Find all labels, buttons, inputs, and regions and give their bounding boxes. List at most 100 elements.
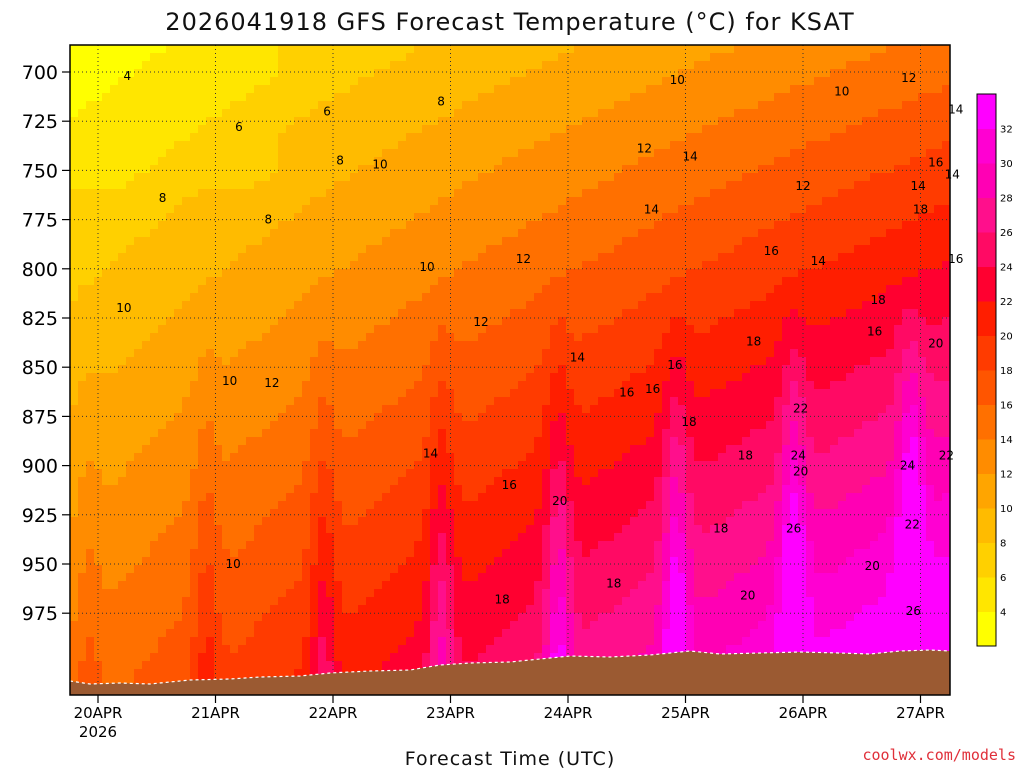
temperature-cell <box>526 261 535 270</box>
temperature-cell <box>286 213 295 222</box>
temperature-cell <box>326 157 335 166</box>
temperature-cell <box>726 93 735 102</box>
temperature-cell <box>646 325 655 334</box>
temperature-cell <box>126 357 135 366</box>
temperature-cell <box>230 165 239 174</box>
temperature-cell <box>214 93 223 102</box>
temperature-cell <box>262 373 271 382</box>
temperature-cell <box>110 53 119 62</box>
temperature-cell <box>670 349 679 358</box>
temperature-cell <box>118 221 127 230</box>
temperature-cell <box>534 213 543 222</box>
temperature-cell <box>670 381 679 390</box>
temperature-cell <box>182 293 191 302</box>
temperature-cell <box>862 173 871 182</box>
temperature-cell <box>678 341 687 350</box>
temperature-cell <box>318 221 327 230</box>
temperature-cell <box>854 269 863 278</box>
temperature-cell <box>310 373 319 382</box>
temperature-cell <box>686 237 695 246</box>
temperature-cell <box>158 397 167 406</box>
temperature-cell <box>838 373 847 382</box>
temperature-cell <box>206 61 215 70</box>
temperature-cell <box>510 309 519 318</box>
temperature-cell <box>870 157 879 166</box>
temperature-cell <box>326 317 335 326</box>
temperature-cell <box>910 381 919 390</box>
temperature-cell <box>942 77 950 86</box>
temperature-cell <box>246 237 255 246</box>
temperature-cell <box>646 157 655 166</box>
temperature-cell <box>102 69 111 78</box>
temperature-cell <box>566 61 575 70</box>
temperature-cell <box>366 181 375 190</box>
temperature-cell <box>862 61 871 70</box>
temperature-cell <box>222 101 231 110</box>
temperature-cell <box>662 157 671 166</box>
temperature-cell <box>230 213 239 222</box>
temperature-cell <box>854 325 863 334</box>
temperature-cell <box>278 389 287 398</box>
temperature-cell <box>190 229 199 238</box>
temperature-cell <box>942 349 950 358</box>
temperature-cell <box>646 261 655 270</box>
temperature-cell <box>646 229 655 238</box>
temperature-cell <box>926 205 935 214</box>
temperature-cell <box>254 197 263 206</box>
temperature-cell <box>654 173 663 182</box>
temperature-cell <box>510 317 519 326</box>
temperature-cell <box>526 101 535 110</box>
temperature-cell <box>334 213 343 222</box>
temperature-cell <box>582 389 591 398</box>
temperature-cell <box>142 293 151 302</box>
temperature-cell <box>222 293 231 302</box>
temperature-cell <box>654 101 663 110</box>
temperature-cell <box>462 197 471 206</box>
temperature-cell <box>206 253 215 262</box>
temperature-cell <box>270 165 279 174</box>
temperature-cell <box>462 125 471 134</box>
temperature-cell <box>406 181 415 190</box>
temperature-cell <box>238 389 247 398</box>
temperature-cell <box>246 93 255 102</box>
temperature-cell <box>494 189 503 198</box>
temperature-cell <box>118 397 127 406</box>
temperature-cell <box>694 173 703 182</box>
temperature-cell <box>742 101 751 110</box>
temperature-cell <box>670 133 679 142</box>
temperature-cell <box>470 125 479 134</box>
temperature-cell <box>470 365 479 374</box>
temperature-cell <box>302 61 311 70</box>
temperature-cell <box>134 333 143 342</box>
temperature-cell <box>566 197 575 206</box>
temperature-cell <box>878 133 887 142</box>
temperature-cell <box>278 397 287 406</box>
temperature-cell <box>270 325 279 334</box>
temperature-cell <box>870 237 879 246</box>
temperature-cell <box>126 301 135 310</box>
temperature-cell <box>558 221 567 230</box>
temperature-cell <box>150 189 159 198</box>
temperature-cell <box>742 253 751 262</box>
temperature-cell <box>334 157 343 166</box>
temperature-cell <box>494 157 503 166</box>
temperature-cell <box>926 373 935 382</box>
temperature-cell <box>942 277 950 286</box>
temperature-cell <box>302 45 311 54</box>
temperature-cell <box>198 69 207 78</box>
temperature-cell <box>310 85 319 94</box>
temperature-cell <box>662 341 671 350</box>
temperature-cell <box>782 341 791 350</box>
temperature-cell <box>390 221 399 230</box>
temperature-cell <box>854 389 863 398</box>
temperature-cell <box>422 85 431 94</box>
temperature-cell <box>862 197 871 206</box>
temperature-cell <box>566 133 575 142</box>
temperature-cell <box>806 309 815 318</box>
temperature-cell <box>702 109 711 118</box>
temperature-cell <box>294 357 303 366</box>
temperature-cell <box>158 373 167 382</box>
temperature-cell <box>694 317 703 326</box>
temperature-cell <box>886 333 895 342</box>
temperature-cell <box>102 149 111 158</box>
